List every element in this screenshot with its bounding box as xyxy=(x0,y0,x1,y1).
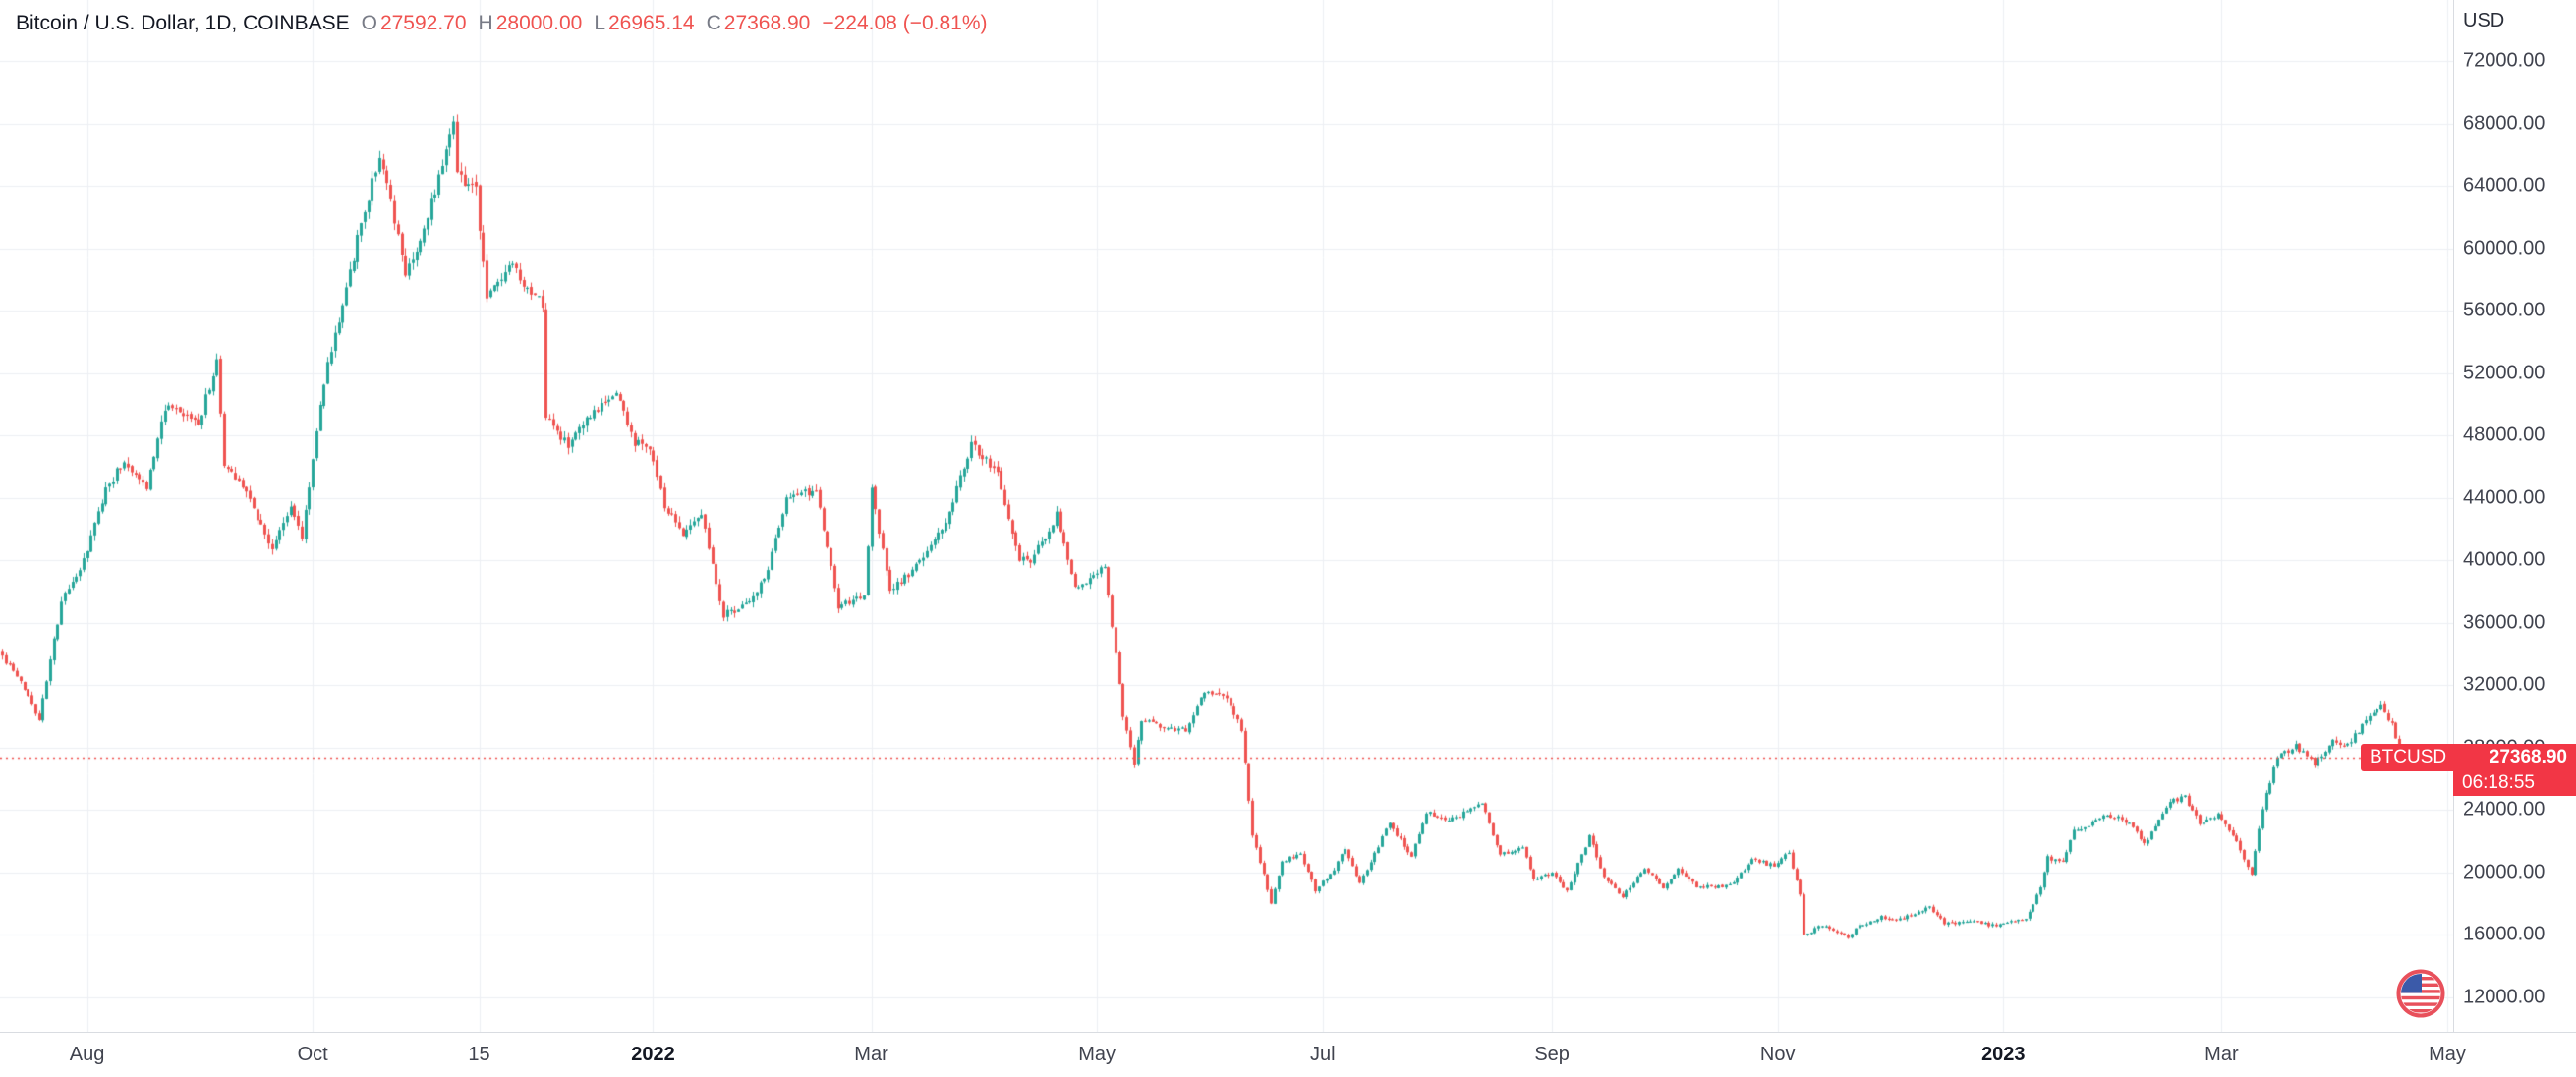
price-tick-label: 72000.00 xyxy=(2463,49,2546,72)
badge-price-value: 27368.90 xyxy=(2489,746,2567,767)
time-tick-label: 15 xyxy=(468,1044,490,1065)
time-tick-label: Mar xyxy=(2204,1044,2239,1065)
price-tick-label: 48000.00 xyxy=(2463,424,2546,446)
current-price-badge: BTCUSD 27368.90 xyxy=(2361,743,2576,771)
ohlc-letter: C xyxy=(706,12,721,34)
price-tick-label: 24000.00 xyxy=(2463,798,2546,821)
ohlc-letter: L xyxy=(594,12,605,34)
time-tick-label: Nov xyxy=(1759,1044,1796,1065)
candlestick-chart-canvas[interactable] xyxy=(0,0,2453,1032)
time-tick-label: Jul xyxy=(1309,1044,1336,1065)
us-flag-logo-icon[interactable] xyxy=(2396,969,2445,1018)
badge-countdown-value: 06:18:55 xyxy=(2462,772,2535,794)
price-tick-label: 40000.00 xyxy=(2463,548,2546,571)
price-tick-label: 32000.00 xyxy=(2463,673,2546,696)
ohlc-value: 27592.70 xyxy=(379,12,467,34)
currency-label[interactable]: USD xyxy=(2463,10,2505,31)
price-tick-label: 60000.00 xyxy=(2463,237,2546,259)
time-tick-label: 2022 xyxy=(631,1044,675,1065)
price-tick-label: 16000.00 xyxy=(2463,923,2546,945)
price-tick-label: 68000.00 xyxy=(2463,112,2546,135)
price-tick-label: 56000.00 xyxy=(2463,299,2546,321)
price-tick-label: 36000.00 xyxy=(2463,611,2546,634)
price-tick-label: 44000.00 xyxy=(2463,486,2546,509)
time-tick-label: 2023 xyxy=(1981,1044,2026,1065)
symbol-title[interactable]: Bitcoin / U.S. Dollar, 1D, COINBASE xyxy=(16,12,350,34)
ohlc-value: 27368.90 xyxy=(723,12,811,34)
badge-symbol-label: BTCUSD xyxy=(2370,746,2447,767)
ohlc-letter: O xyxy=(361,12,377,34)
ohlc-value: 28000.00 xyxy=(495,12,583,34)
time-tick-label: May xyxy=(2429,1044,2466,1065)
time-tick-label: Mar xyxy=(854,1044,888,1065)
price-tick-label: 64000.00 xyxy=(2463,174,2546,197)
symbol-legend: Bitcoin / U.S. Dollar, 1D, COINBASE O 2759… xyxy=(16,12,987,35)
ohlc-values: O 27592.70 H 28000.00 L 26965.14 C 27368.90 xyxy=(350,12,811,34)
bar-countdown-badge: 06:18:55 xyxy=(2453,770,2576,796)
time-tick-label: Oct xyxy=(297,1044,328,1065)
price-tick-label: 12000.00 xyxy=(2463,986,2546,1008)
price-scale[interactable]: USD 72000.00 68000.00 64000.00 60000.00 5600… xyxy=(2453,0,2576,1032)
ohlc-letter: H xyxy=(478,12,493,34)
change-value: −224.08 (−0.81%) xyxy=(822,12,988,34)
time-tick-label: Sep xyxy=(1534,1044,1570,1065)
ohlc-value: 26965.14 xyxy=(608,12,695,34)
time-tick-label: May xyxy=(1078,1044,1116,1065)
price-tick-label: 52000.00 xyxy=(2463,362,2546,384)
time-tick-label: Aug xyxy=(69,1044,105,1065)
price-tick-label: 20000.00 xyxy=(2463,861,2546,883)
time-scale[interactable]: Aug Oct 15 2022 Mar May Jul Sep Nov 2023 Mar May xyxy=(0,1032,2576,1077)
